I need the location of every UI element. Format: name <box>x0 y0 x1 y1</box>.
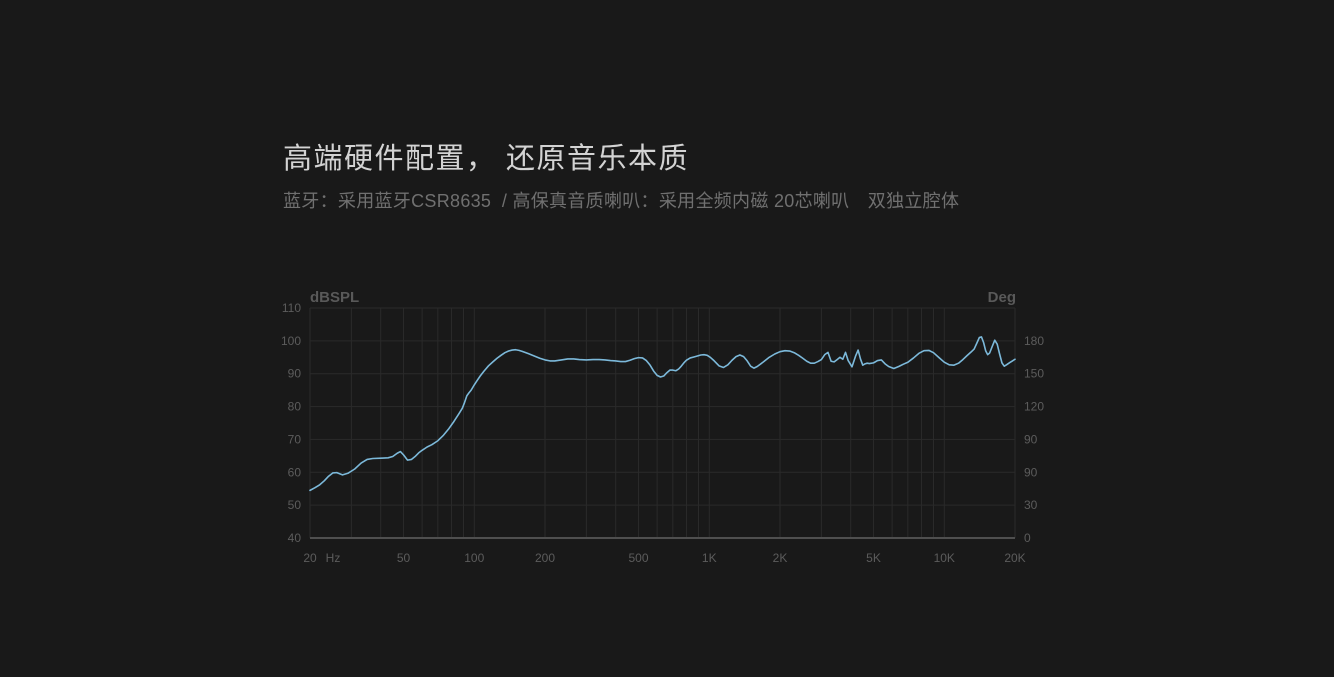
y-axis-left-tick-label: 50 <box>288 498 302 512</box>
x-axis-tick-label: 5K <box>866 551 881 565</box>
y-axis-right-tick-label: 90 <box>1024 432 1038 446</box>
y-axis-right-tick-label: 90 <box>1024 465 1038 479</box>
frequency-response-curve <box>309 336 1016 492</box>
x-axis-tick-label: 50 <box>397 551 411 565</box>
left-axis-title: dBSPL <box>310 289 359 306</box>
y-axis-left-tick-label: 40 <box>288 531 302 545</box>
x-axis-tick-label: 20 <box>303 551 317 565</box>
x-axis-tick-label: 100 <box>464 551 484 565</box>
section-subtitle: 蓝牙：采用蓝牙CSR8635 / 高保真音质喇叭：采用全频内磁 20芯喇叭 双独… <box>283 191 960 211</box>
y-axis-right-tick-label: 30 <box>1024 498 1038 512</box>
section-title: 高端硬件配置， 还原音乐本质 <box>283 143 690 176</box>
y-axis-left-tick-label: 70 <box>288 432 302 446</box>
right-axis-title: Deg <box>988 289 1016 306</box>
y-axis-left-tick-label: 110 <box>282 301 301 315</box>
y-axis-left-tick-label: 90 <box>288 367 302 381</box>
y-axis-left-tick-label: 60 <box>288 465 302 479</box>
x-axis-tick-label: 20K <box>1004 551 1025 565</box>
x-axis-tick-label: 500 <box>629 551 649 565</box>
y-axis-left-tick-label: 80 <box>288 400 302 414</box>
y-axis-left-tick-label: 100 <box>281 334 301 348</box>
x-axis-tick-label: 200 <box>535 551 555 565</box>
x-axis-tick-label: 2K <box>773 551 788 565</box>
y-axis-right-tick-label: 150 <box>1024 367 1044 381</box>
x-axis-unit-label: Hz <box>326 551 341 565</box>
x-axis-tick-label: 1K <box>702 551 717 565</box>
x-axis-tick-label: 10K <box>934 551 955 565</box>
y-axis-right-tick-label: 0 <box>1024 531 1031 545</box>
y-axis-right-tick-label: 180 <box>1024 334 1044 348</box>
y-axis-right-tick-label: 120 <box>1024 400 1044 414</box>
